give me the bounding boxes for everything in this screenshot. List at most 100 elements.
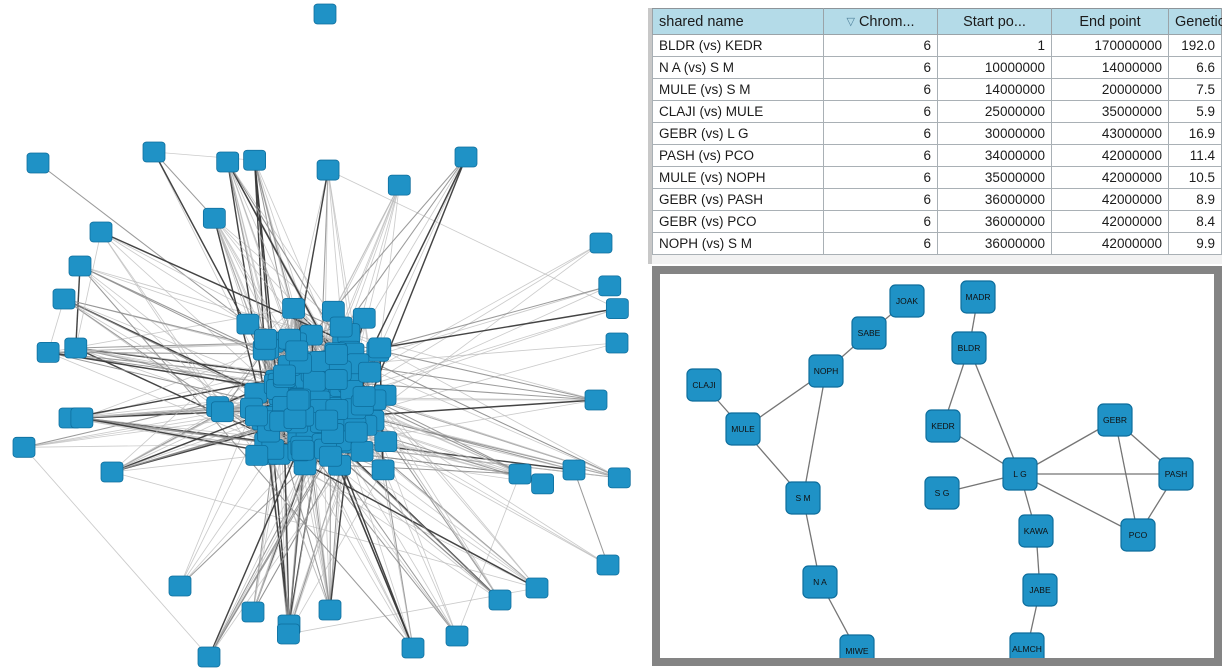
main-network-node-142[interactable]	[350, 440, 374, 462]
network-edge[interactable]	[47, 351, 266, 444]
network-edge[interactable]	[379, 285, 610, 349]
network-edge[interactable]	[339, 464, 521, 475]
cell-end-point[interactable]: 20000000	[1051, 78, 1169, 101]
main-network-node-155[interactable]	[352, 386, 376, 407]
cell-end-point[interactable]: 42000000	[1051, 210, 1169, 233]
column-header-genetic[interactable]: Genetic...	[1168, 8, 1222, 35]
cell-chromosome[interactable]: 6	[823, 56, 938, 79]
cell-end-point[interactable]: 42000000	[1051, 232, 1169, 255]
cell-genetic[interactable]: 11.4	[1168, 144, 1222, 167]
main-network-node-13[interactable]	[168, 575, 192, 597]
main-network-node-11[interactable]	[584, 389, 608, 411]
sub-network-node-na[interactable]: N A	[802, 565, 838, 599]
network-edge[interactable]	[349, 350, 620, 479]
main-network-node-108[interactable]	[387, 174, 411, 196]
network-edge[interactable]	[346, 363, 597, 401]
cell-start-point[interactable]: 36000000	[937, 232, 1052, 255]
cell-shared-name[interactable]: GEBR (vs) PCO	[652, 210, 824, 233]
cell-end-point[interactable]: 42000000	[1051, 166, 1169, 189]
cell-start-point[interactable]: 10000000	[937, 56, 1052, 79]
cell-start-point[interactable]: 35000000	[937, 166, 1052, 189]
main-network-node-174[interactable]	[244, 405, 268, 427]
main-network-node-162[interactable]	[371, 459, 395, 481]
network-edge[interactable]	[347, 242, 602, 399]
network-edge[interactable]	[347, 308, 618, 399]
sub-network-node-pash[interactable]: PASH	[1158, 457, 1194, 491]
network-edge[interactable]	[379, 307, 618, 349]
cell-start-point[interactable]: 1	[937, 34, 1052, 57]
main-network-node-34[interactable]	[605, 298, 629, 320]
cell-chromosome[interactable]: 6	[823, 232, 938, 255]
network-edge[interactable]	[357, 342, 618, 365]
cell-shared-name[interactable]: NOPH (vs) S M	[652, 232, 824, 255]
main-network-node-14[interactable]	[241, 601, 265, 623]
network-edge[interactable]	[75, 231, 102, 349]
cell-shared-name[interactable]: MULE (vs) S M	[652, 78, 824, 101]
main-network-node-176[interactable]	[368, 337, 392, 359]
table-row[interactable]: GEBR (vs) L G 6 30000000 43000000 16.9	[652, 122, 1222, 145]
main-network-node-183[interactable]	[286, 389, 310, 411]
cell-end-point[interactable]: 14000000	[1051, 56, 1169, 79]
table-row[interactable]: MULE (vs) NOPH 6 35000000 42000000 10.5	[652, 166, 1222, 189]
network-edge[interactable]	[79, 265, 267, 444]
network-edge[interactable]	[322, 443, 538, 589]
cell-start-point[interactable]: 25000000	[937, 100, 1052, 123]
main-network-node-8[interactable]	[488, 589, 512, 611]
network-edge[interactable]	[214, 217, 346, 359]
cell-shared-name[interactable]: CLAJI (vs) MULE	[652, 100, 824, 123]
cell-start-point[interactable]: 34000000	[937, 144, 1052, 167]
main-network-node-0[interactable]	[313, 3, 337, 25]
network-edge[interactable]	[23, 411, 223, 448]
table-row[interactable]: PASH (vs) PCO 6 34000000 42000000 11.4	[652, 144, 1222, 167]
network-edge[interactable]	[327, 169, 618, 310]
network-edge[interactable]	[357, 363, 620, 479]
network-edge[interactable]	[377, 156, 467, 352]
network-edge[interactable]	[227, 161, 287, 399]
cell-end-point[interactable]: 42000000	[1051, 144, 1169, 167]
cell-end-point[interactable]: 43000000	[1051, 122, 1169, 145]
main-network-node-3[interactable]	[454, 146, 478, 168]
main-network-node-78[interactable]	[607, 467, 631, 489]
network-edge[interactable]	[802, 370, 827, 499]
main-network-canvas[interactable]	[0, 0, 645, 669]
main-network-node-177[interactable]	[324, 369, 348, 390]
main-network-node-97[interactable]	[598, 275, 622, 297]
cell-shared-name[interactable]: BLDR (vs) KEDR	[652, 34, 824, 57]
network-edge[interactable]	[179, 449, 304, 587]
network-edge[interactable]	[304, 464, 414, 649]
column-header-start-point[interactable]: Start po...	[937, 8, 1052, 35]
network-edge[interactable]	[573, 469, 609, 566]
main-network-node-71[interactable]	[202, 207, 226, 229]
sub-network-node-madr[interactable]: MADR	[960, 280, 996, 314]
sub-network-node-gebr[interactable]: GEBR	[1097, 403, 1133, 437]
cell-chromosome[interactable]: 6	[823, 210, 938, 233]
sub-network-panel[interactable]: CLAJI MULE NOPH SABE JOAK S M N A MIWE MADR BLDR K…	[652, 266, 1222, 666]
main-network-node-16[interactable]	[52, 288, 76, 310]
cell-genetic[interactable]: 192.0	[1168, 34, 1222, 57]
network-edge[interactable]	[278, 454, 289, 634]
cell-chromosome[interactable]: 6	[823, 122, 938, 145]
cell-chromosome[interactable]: 6	[823, 34, 938, 57]
sub-network-node-sabe[interactable]: SABE	[851, 316, 887, 350]
main-network-node-49[interactable]	[374, 431, 398, 453]
main-network-node-169[interactable]	[282, 298, 305, 319]
network-edge[interactable]	[322, 443, 501, 601]
main-network-node-22[interactable]	[508, 463, 532, 485]
cell-shared-name[interactable]: N A (vs) S M	[652, 56, 824, 79]
main-network-node-54[interactable]	[352, 307, 376, 329]
network-edge[interactable]	[214, 217, 342, 328]
network-edge[interactable]	[100, 231, 344, 342]
cell-chromosome[interactable]: 6	[823, 78, 938, 101]
main-network-node-79[interactable]	[64, 337, 88, 359]
table-row[interactable]: GEBR (vs) PASH 6 36000000 42000000 8.9	[652, 188, 1222, 211]
cell-genetic[interactable]: 5.9	[1168, 100, 1222, 123]
main-network-node-85[interactable]	[531, 473, 554, 495]
network-edge[interactable]	[252, 464, 306, 613]
network-edge[interactable]	[47, 351, 308, 415]
network-edge[interactable]	[352, 342, 618, 417]
network-edge[interactable]	[100, 231, 249, 325]
cell-genetic[interactable]: 8.9	[1168, 188, 1222, 211]
cell-genetic[interactable]: 10.5	[1168, 166, 1222, 189]
sub-network-node-lg[interactable]: L G	[1002, 457, 1038, 491]
main-network-node-2[interactable]	[142, 141, 166, 163]
